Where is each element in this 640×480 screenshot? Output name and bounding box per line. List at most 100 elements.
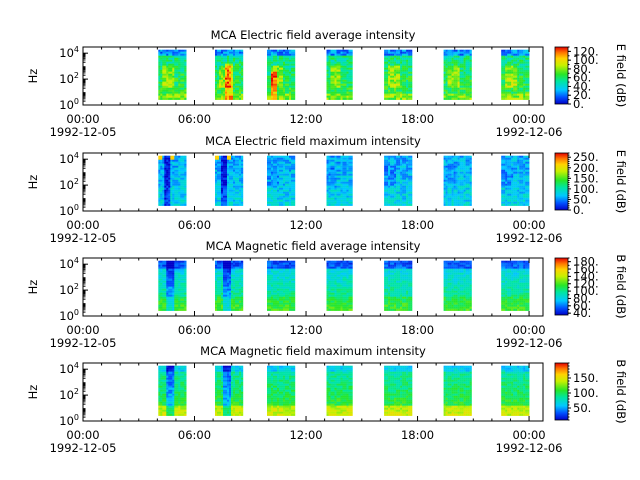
panel-title: MCA Electric field average intensity xyxy=(211,28,416,42)
colorbar-tick-label: 50. xyxy=(573,192,591,206)
colorbar-tick-label: 150. xyxy=(573,171,599,185)
colorbar-label: E field (dB) xyxy=(614,44,628,108)
y-axis-label: Hz xyxy=(26,175,40,190)
spectrogram-segment xyxy=(443,365,472,416)
y-axis-label: Hz xyxy=(26,385,40,400)
colorbar-tick-label: 100. xyxy=(573,284,599,298)
colorbar-tick-label: 40. xyxy=(573,79,591,93)
colorbar-tick-label: 180. xyxy=(573,255,599,269)
x-tick-label: 18:00 xyxy=(401,323,434,337)
spectrogram-segment xyxy=(158,155,187,206)
colorbar-tick-label: 0. xyxy=(573,203,584,217)
colorbar-label: E field (dB) xyxy=(614,150,628,214)
colorbar xyxy=(554,362,569,421)
spectrogram-segment xyxy=(501,365,530,416)
colorbar-tick-label: 20. xyxy=(573,88,591,102)
plot-frame xyxy=(82,46,544,106)
colorbar-tick-label: 100. xyxy=(573,386,599,400)
y-tick-label: 102 xyxy=(59,71,79,86)
spectrogram-segment xyxy=(384,49,413,100)
panel-1: MCA Electric field average intensity 100 1… xyxy=(26,28,628,139)
panel-title: MCA Magnetic field maximum intensity xyxy=(200,344,426,358)
colorbar-tick-label: 120. xyxy=(573,277,599,291)
spectrogram-segment xyxy=(384,260,413,311)
spectrogram-segment xyxy=(267,365,296,416)
y-tick-label: 100 xyxy=(59,97,79,112)
colorbar-tick-label: 40. xyxy=(573,306,591,320)
spectrogram-segment xyxy=(215,155,244,206)
colorbar-tick-label: 60. xyxy=(573,299,591,313)
y-axis-label: Hz xyxy=(26,69,40,84)
panel-title: MCA Magnetic field average intensity xyxy=(206,239,421,253)
date-start-label: 1992-12-05 xyxy=(50,336,117,350)
colorbar-label: B field (dB) xyxy=(614,359,628,423)
colorbar-tick-label: 80. xyxy=(573,291,591,305)
y-axis-label: Hz xyxy=(26,280,40,295)
spectrogram-segment xyxy=(158,260,187,311)
colorbar-tick-label: 200. xyxy=(573,161,599,175)
x-tick-label: 00:00 xyxy=(66,218,99,232)
colorbar-tick-label: 120. xyxy=(573,44,599,58)
x-tick-label: 06:00 xyxy=(178,218,211,232)
y-tick-label: 104 xyxy=(59,256,79,271)
plot-frame xyxy=(82,257,544,317)
x-tick-label: 12:00 xyxy=(289,428,322,442)
spectrogram-segment xyxy=(215,49,244,100)
x-tick-label: 18:00 xyxy=(401,112,434,126)
panel-2: MCA Electric field maximum intensity 100 1… xyxy=(26,134,628,245)
colorbar-tick-label: 140. xyxy=(573,269,599,283)
colorbar-label: B field (dB) xyxy=(614,254,628,318)
colorbar-tick-label: 0. xyxy=(573,97,584,111)
x-tick-label: 00:00 xyxy=(66,112,99,126)
spectrogram-segment xyxy=(215,260,244,311)
spectrogram-segment xyxy=(501,49,530,100)
colorbar-tick-label: 250. xyxy=(573,150,599,164)
colorbar-tick-label: 100. xyxy=(573,182,599,196)
date-end-label: 1992-12-06 xyxy=(496,441,563,455)
x-tick-label: 12:00 xyxy=(289,112,322,126)
plot-frame xyxy=(82,152,544,212)
colorbar xyxy=(554,152,569,211)
spectrogram-segment xyxy=(215,365,244,416)
x-tick-label: 12:00 xyxy=(289,218,322,232)
x-tick-label: 06:00 xyxy=(178,428,211,442)
y-tick-label: 100 xyxy=(59,413,79,428)
y-tick-label: 102 xyxy=(59,177,79,192)
spectrogram-segment xyxy=(443,49,472,100)
spectrogram-segment xyxy=(501,260,530,311)
y-tick-label: 100 xyxy=(59,203,79,218)
spectrogram-segment xyxy=(443,155,472,206)
x-tick-label: 18:00 xyxy=(401,428,434,442)
x-tick-label: 00:00 xyxy=(512,428,545,442)
spectrogram-segment xyxy=(326,365,353,416)
date-start-label: 1992-12-05 xyxy=(50,441,117,455)
colorbar-tick-label: 160. xyxy=(573,262,599,276)
x-tick-label: 06:00 xyxy=(178,323,211,337)
y-tick-label: 100 xyxy=(59,308,79,323)
spectrogram-segment xyxy=(158,49,187,100)
date-end-label: 1992-12-06 xyxy=(496,125,563,139)
spectrogram-segment xyxy=(384,365,413,416)
panel-4: MCA Magnetic field maximum intensity 100 1… xyxy=(26,344,628,455)
plot-frame xyxy=(82,362,544,422)
colorbar-tick-label: 100. xyxy=(573,53,599,67)
x-tick-label: 12:00 xyxy=(289,323,322,337)
colorbar-tick-label: 50. xyxy=(573,401,591,415)
y-tick-label: 104 xyxy=(59,45,79,60)
colorbar-tick-label: 80. xyxy=(573,62,591,76)
panel-title: MCA Electric field maximum intensity xyxy=(205,134,421,148)
spectrogram-segment xyxy=(384,155,413,206)
x-tick-label: 00:00 xyxy=(66,323,99,337)
date-end-label: 1992-12-06 xyxy=(496,231,563,245)
spectrogram-segment xyxy=(326,260,353,311)
spectrogram-segment xyxy=(326,49,353,100)
spectrogram-segment xyxy=(267,49,296,100)
x-tick-label: 06:00 xyxy=(178,112,211,126)
x-tick-label: 00:00 xyxy=(512,218,545,232)
colorbar xyxy=(554,257,569,316)
panel-3: MCA Magnetic field average intensity 100 1… xyxy=(26,239,628,350)
spectrogram-segment xyxy=(267,260,296,311)
x-tick-label: 00:00 xyxy=(512,323,545,337)
